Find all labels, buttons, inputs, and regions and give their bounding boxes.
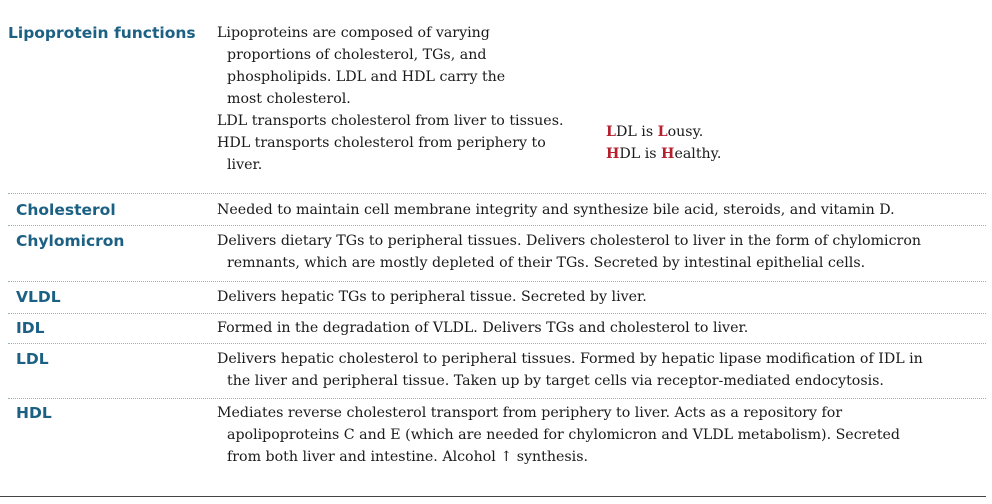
table-bottom-rule [0,496,986,497]
desc-line: the liver and peripheral tissue. Taken u… [227,373,884,389]
term-hdl: HDL [16,404,52,422]
desc-line: Delivers dietary TGs to peripheral tissu… [217,233,921,249]
desc-cholesterol: Needed to maintain cell membrane integri… [217,199,895,221]
row-divider [8,281,986,282]
mnemonic-hdl: HDL is Healthy. [606,143,721,165]
desc-line: most cholesterol. [227,91,351,107]
mnemonic-letter: H [661,146,675,162]
term-vldl: VLDL [16,288,61,306]
row-divider [8,225,986,226]
mnemonic-letter: L [657,124,668,140]
mnemonic-text: DL is [619,146,662,162]
desc-ldl: Delivers hepatic cholesterol to peripher… [217,348,923,392]
desc-line: Delivers hepatic cholesterol to peripher… [217,351,923,367]
row-divider [8,313,986,314]
desc-line: liver. [227,157,263,173]
mnemonic-text: ousy. [667,124,704,140]
term-ldl: LDL [16,350,49,368]
term-lipoprotein-functions: Lipoprotein functions [8,24,196,42]
desc-hdl: Mediates reverse cholesterol transport f… [217,402,900,468]
desc-line: HDL transports cholesterol from peripher… [217,135,546,151]
desc-line: Mediates reverse cholesterol transport f… [217,405,843,421]
desc-line: Formed in the degradation of VLDL. Deliv… [217,320,749,336]
desc-line: Delivers hepatic TGs to peripheral tissu… [217,289,647,305]
mnemonic-letter: L [606,124,616,140]
desc-line: Lipoproteins are composed of varying [217,25,490,41]
mnemonic-text: DL is [615,124,658,140]
term-chylomicron: Chylomicron [16,232,125,250]
row-divider [8,343,986,344]
desc-line: LDL transports cholesterol from liver to… [217,113,564,129]
desc-line: apolipoproteins C and E (which are neede… [227,427,901,443]
row-divider [8,398,986,399]
desc-line: remnants, which are mostly depleted of t… [227,255,866,271]
mnemonic-text: ealthy. [674,146,722,162]
desc-line: proportions of cholesterol, TGs, and [227,47,487,63]
desc-line: from both liver and intestine. Alcohol ↑… [227,449,588,465]
mnemonic-letter: H [606,146,620,162]
desc-lipoprotein-functions: Lipoproteins are composed of varying pro… [217,22,564,176]
mnemonic-ldl: LDL is Lousy. [606,121,703,143]
term-cholesterol: Cholesterol [16,201,116,219]
desc-vldl: Delivers hepatic TGs to peripheral tissu… [217,286,647,308]
row-divider [8,193,986,194]
desc-line: phospholipids. LDL and HDL carry the [227,69,506,85]
desc-idl: Formed in the degradation of VLDL. Deliv… [217,317,748,339]
desc-line: Needed to maintain cell membrane integri… [217,202,895,218]
desc-chylomicron: Delivers dietary TGs to peripheral tissu… [217,230,921,274]
term-idl: IDL [16,319,45,337]
